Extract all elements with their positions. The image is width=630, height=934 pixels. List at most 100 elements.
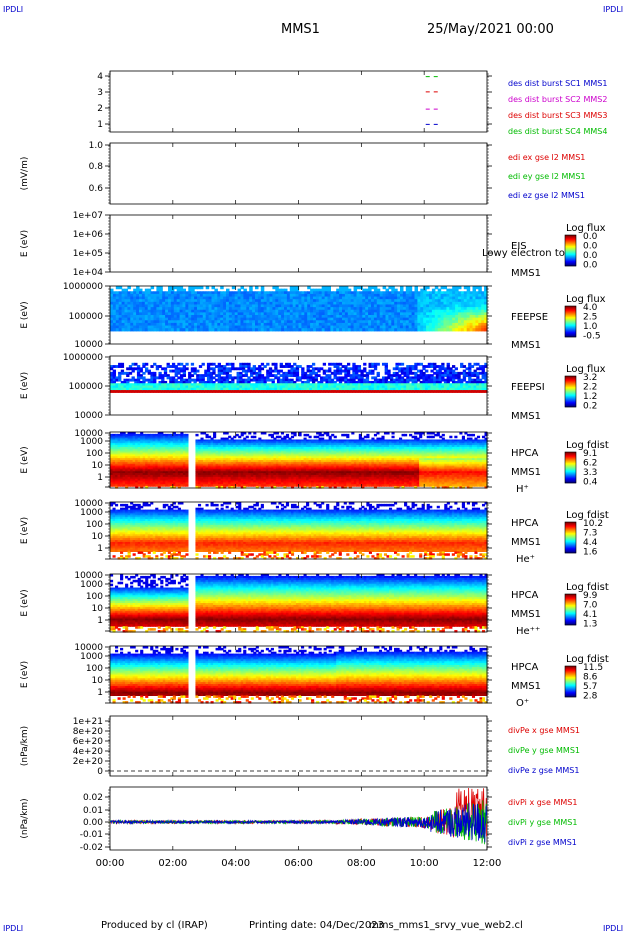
- ytick-label: 1: [97, 688, 103, 698]
- colorbar-tick: 2.8: [583, 692, 598, 702]
- ytick-label: 1: [97, 473, 103, 483]
- colorbar-tick: 1.0: [583, 322, 598, 332]
- colorbar-tick: 10.2: [583, 519, 603, 529]
- ytick-label: 100: [86, 520, 103, 530]
- ytick-label: 1000000: [63, 353, 103, 363]
- instrument-label: MMS1: [511, 268, 541, 279]
- instrument-label: MMS1: [511, 467, 541, 478]
- ytick-label: 10: [92, 676, 104, 686]
- instrument-label: HPCA: [511, 662, 539, 673]
- divpi-series-line: [110, 788, 487, 837]
- ytick-label: -0.02: [80, 843, 103, 853]
- legend-entry: edi ez gse l2 MMS1: [508, 191, 585, 200]
- ytick-label: 0.00: [83, 818, 103, 828]
- divpi-panel: 0.020.010.00-0.01-0.02(nPa/km) divPi x gs…: [20, 787, 577, 853]
- ytick-label: 100000: [69, 312, 104, 322]
- colorbar-tick: 4.4: [583, 538, 598, 548]
- ytick-label: 1000: [80, 652, 103, 662]
- colorbar-tick: 1.2: [583, 392, 597, 402]
- colorbar-tick: 7.0: [583, 601, 598, 611]
- ytick-label: 0.6: [89, 184, 104, 194]
- ytick-label: 1e+06: [73, 230, 104, 240]
- colorbar-tick: 0.0: [583, 251, 598, 261]
- colorbar-tick: 3.3: [583, 468, 597, 478]
- colorbar-tick: 4.1: [583, 610, 597, 620]
- ytick-label: 10000: [74, 411, 103, 421]
- legend-entry: divPi y gse MMS1: [508, 818, 577, 827]
- colorbar-tick: 11.5: [583, 663, 603, 673]
- ytick-label: 10000: [74, 340, 103, 350]
- ytick-label: 2e+20: [73, 757, 104, 767]
- legend-entry: des dist burst SC3 MMS3: [508, 111, 607, 120]
- colorbar-tick: 0.4: [583, 478, 598, 488]
- y-axis-label: E (eV): [20, 446, 30, 473]
- y-axis-label: (nPa/km): [20, 798, 30, 838]
- ytick-label: 0.01: [83, 806, 103, 816]
- ytick-label: 1e+21: [73, 717, 103, 727]
- legend-entry: des dist burst SC2 MMS2: [508, 95, 607, 104]
- y-axis-label: (mV/m): [20, 157, 30, 191]
- ytick-label: 1000: [80, 580, 103, 590]
- legend-entry: divPi x gse MMS1: [508, 798, 577, 807]
- legend-entry: divPe x gse MMS1: [508, 726, 580, 735]
- ytick-label: 1000: [80, 508, 103, 518]
- ytick-label: 1e+04: [73, 268, 104, 278]
- y-axis-label: E (eV): [20, 230, 30, 257]
- ytick-label: 0.8: [89, 162, 104, 172]
- colorbar-tick: 9.1: [583, 449, 597, 459]
- divpi-series-line: [110, 803, 487, 843]
- ytick-label: 0: [97, 767, 103, 777]
- ytick-label: 4e+20: [73, 747, 104, 757]
- instrument-label: MMS1: [511, 681, 541, 692]
- ytick-label: 10: [92, 604, 104, 614]
- ytick-label: 4: [97, 72, 103, 82]
- ytick-label: 100: [86, 664, 103, 674]
- instrument-label: HPCA: [511, 590, 539, 601]
- ytick-label: 100: [86, 449, 103, 459]
- legend-entry: edi ex gse l2 MMS1: [508, 153, 585, 162]
- y-axis-label: E (eV): [20, 301, 30, 328]
- legend-entry: des dist burst SC1 MMS1: [508, 79, 607, 88]
- instrument-label: He⁺: [516, 554, 535, 565]
- ytick-label: 10: [92, 532, 104, 542]
- ytick-label: 1: [97, 544, 103, 554]
- colorbar-tick: 2.5: [583, 313, 597, 323]
- instrument-label: MMS1: [511, 411, 541, 422]
- colorbar-tick: 1.6: [583, 548, 598, 558]
- xtick-label: 12:00: [473, 858, 502, 869]
- y-axis-label: (nPa/km): [20, 726, 30, 766]
- colorbar-tick: 7.3: [583, 529, 597, 539]
- legend-entry: divPi z gse MMS1: [508, 838, 577, 847]
- ytick-label: 3: [97, 88, 103, 98]
- colorbar-tick: 0.0: [583, 242, 598, 252]
- instrument-label: HPCA: [511, 448, 539, 459]
- ytick-label: 1.0: [89, 141, 104, 151]
- xtick-label: 02:00: [158, 858, 187, 869]
- colorbar-tick: 2.2: [583, 383, 597, 393]
- ytick-label: 1000: [80, 437, 103, 447]
- ytick-label: 0.02: [83, 793, 103, 803]
- ytick-label: 100000: [69, 382, 104, 392]
- ytick-label: 1e+07: [73, 211, 103, 221]
- instrument-label: H⁺: [516, 484, 529, 495]
- ytick-label: 2: [97, 104, 103, 114]
- footer-printing-date: Printing date: 04/Dec/2023: [249, 920, 384, 931]
- colorbar-tick: -0.5: [583, 332, 601, 342]
- ytick-label: 1e+05: [73, 249, 103, 259]
- footer-filename: mms_mms1_srvy_vue_web2.cl: [369, 920, 523, 931]
- instrument-label: FEEPSI: [511, 382, 545, 393]
- ytick-label: 1: [97, 616, 103, 626]
- xtick-label: 10:00: [410, 858, 439, 869]
- instrument-label: MMS1: [511, 609, 541, 620]
